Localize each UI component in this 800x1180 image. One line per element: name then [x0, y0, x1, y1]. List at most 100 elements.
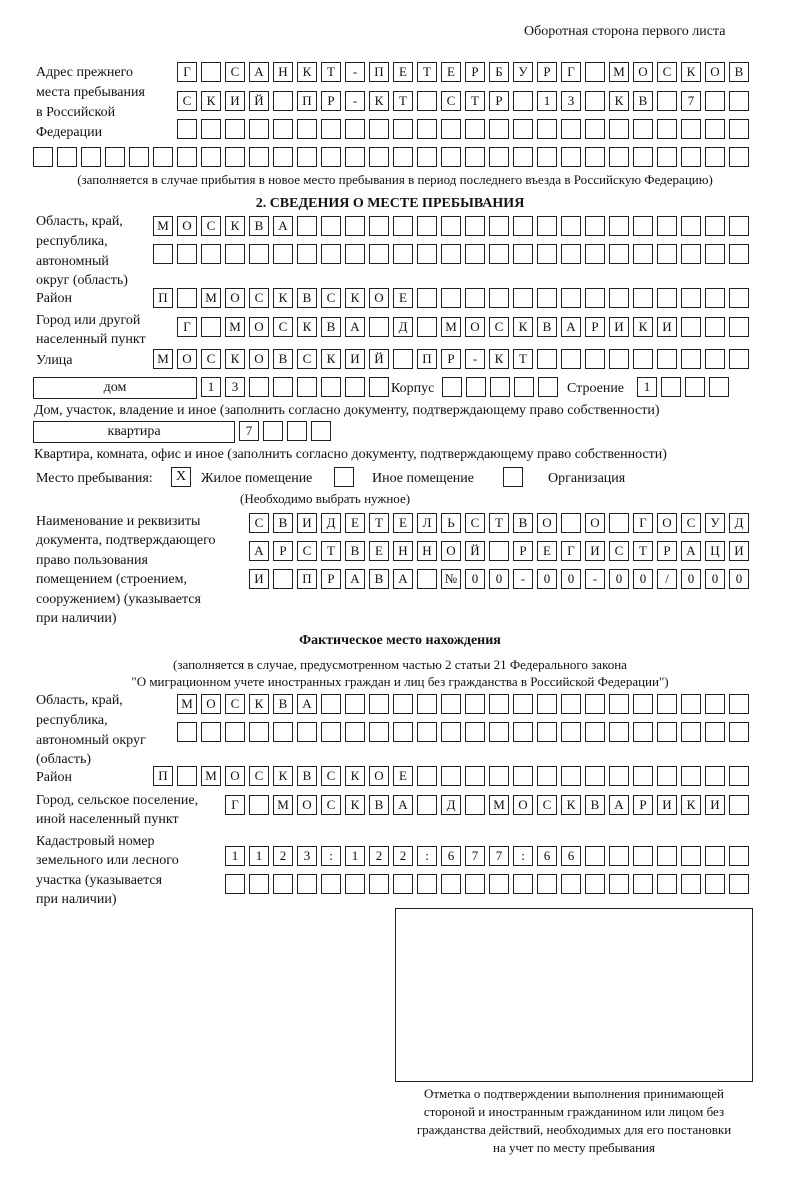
char-cell[interactable]: Е	[393, 766, 413, 786]
char-cell[interactable]	[729, 244, 749, 264]
char-cell[interactable]	[729, 795, 749, 815]
char-cell[interactable]: В	[369, 569, 389, 589]
char-cell[interactable]: С	[321, 288, 341, 308]
char-cell[interactable]: О	[177, 216, 197, 236]
char-cell[interactable]	[537, 288, 557, 308]
char-cell[interactable]: О	[465, 317, 485, 337]
char-cell[interactable]	[729, 874, 749, 894]
char-cell[interactable]	[369, 216, 389, 236]
char-cell[interactable]: Е	[441, 62, 461, 82]
char-cell[interactable]	[273, 119, 293, 139]
char-cell[interactable]: Д	[321, 513, 341, 533]
char-cell[interactable]: П	[153, 766, 173, 786]
char-cell[interactable]	[609, 244, 629, 264]
char-cell[interactable]	[345, 244, 365, 264]
char-cell[interactable]: С	[465, 513, 485, 533]
char-cell[interactable]: К	[513, 317, 533, 337]
char-cell[interactable]	[369, 244, 389, 264]
char-cell[interactable]	[345, 216, 365, 236]
char-cell[interactable]	[273, 91, 293, 111]
char-cell[interactable]: 7	[465, 846, 485, 866]
char-cell[interactable]: С	[273, 317, 293, 337]
char-cell[interactable]	[297, 119, 317, 139]
char-cell[interactable]: 1	[249, 846, 269, 866]
char-cell[interactable]	[537, 147, 557, 167]
char-cell[interactable]	[513, 216, 533, 236]
char-cell[interactable]	[561, 119, 581, 139]
char-cell[interactable]: С	[321, 766, 341, 786]
char-cell[interactable]	[513, 147, 533, 167]
char-cell[interactable]: К	[681, 62, 701, 82]
char-cell[interactable]: М	[441, 317, 461, 337]
char-cell[interactable]: 3	[297, 846, 317, 866]
char-cell[interactable]: К	[681, 795, 701, 815]
char-cell[interactable]: О	[705, 62, 725, 82]
char-cell[interactable]	[537, 349, 557, 369]
char-cell[interactable]	[393, 694, 413, 714]
char-cell[interactable]	[561, 288, 581, 308]
char-cell[interactable]: 0	[609, 569, 629, 589]
char-cell[interactable]: 0	[537, 569, 557, 589]
char-cell[interactable]: В	[321, 317, 341, 337]
char-cell[interactable]: М	[153, 216, 173, 236]
char-cell[interactable]	[561, 722, 581, 742]
char-cell[interactable]: И	[297, 513, 317, 533]
char-cell[interactable]: Н	[393, 541, 413, 561]
char-cell[interactable]	[297, 147, 317, 167]
char-cell[interactable]	[249, 377, 269, 397]
char-cell[interactable]: 0	[489, 569, 509, 589]
char-cell[interactable]	[585, 874, 605, 894]
char-cell[interactable]: В	[729, 62, 749, 82]
char-cell[interactable]: О	[225, 288, 245, 308]
char-cell[interactable]: К	[489, 349, 509, 369]
char-cell[interactable]	[417, 317, 437, 337]
char-cell[interactable]	[345, 147, 365, 167]
char-cell[interactable]	[681, 846, 701, 866]
char-cell[interactable]	[225, 722, 245, 742]
checkbox-organization[interactable]	[503, 467, 523, 487]
char-cell[interactable]	[681, 766, 701, 786]
char-cell[interactable]: 7	[681, 91, 701, 111]
char-cell[interactable]: А	[345, 317, 365, 337]
region-row-2[interactable]	[153, 244, 749, 264]
char-cell[interactable]: -	[585, 569, 605, 589]
char-cell[interactable]: К	[297, 317, 317, 337]
char-cell[interactable]	[489, 147, 509, 167]
char-cell[interactable]: С	[681, 513, 701, 533]
char-cell[interactable]	[441, 119, 461, 139]
char-cell[interactable]: К	[321, 349, 341, 369]
char-cell[interactable]	[561, 766, 581, 786]
char-cell[interactable]: А	[297, 694, 317, 714]
char-cell[interactable]: А	[609, 795, 629, 815]
char-cell[interactable]: 1	[201, 377, 221, 397]
char-cell[interactable]	[705, 846, 725, 866]
char-cell[interactable]	[705, 288, 725, 308]
char-cell[interactable]	[513, 874, 533, 894]
char-cell[interactable]	[681, 722, 701, 742]
char-cell[interactable]	[321, 147, 341, 167]
char-cell[interactable]	[633, 119, 653, 139]
doc-row-3[interactable]: И П Р А В А № 0 0-0 0-0 0/0 0 0	[249, 569, 749, 589]
char-cell[interactable]	[729, 722, 749, 742]
char-cell[interactable]	[417, 694, 437, 714]
char-cell[interactable]: А	[345, 569, 365, 589]
char-cell[interactable]	[537, 244, 557, 264]
char-cell[interactable]	[417, 147, 437, 167]
char-cell[interactable]: С	[201, 349, 221, 369]
char-cell[interactable]: 0	[681, 569, 701, 589]
char-cell[interactable]	[489, 541, 509, 561]
char-cell[interactable]	[225, 147, 245, 167]
char-cell[interactable]	[177, 244, 197, 264]
char-cell[interactable]	[489, 694, 509, 714]
char-cell[interactable]	[513, 244, 533, 264]
char-cell[interactable]	[393, 874, 413, 894]
char-cell[interactable]	[681, 119, 701, 139]
char-cell[interactable]	[609, 119, 629, 139]
char-cell[interactable]: И	[225, 91, 245, 111]
prev-address-row-3[interactable]	[177, 119, 749, 139]
char-cell[interactable]: В	[585, 795, 605, 815]
